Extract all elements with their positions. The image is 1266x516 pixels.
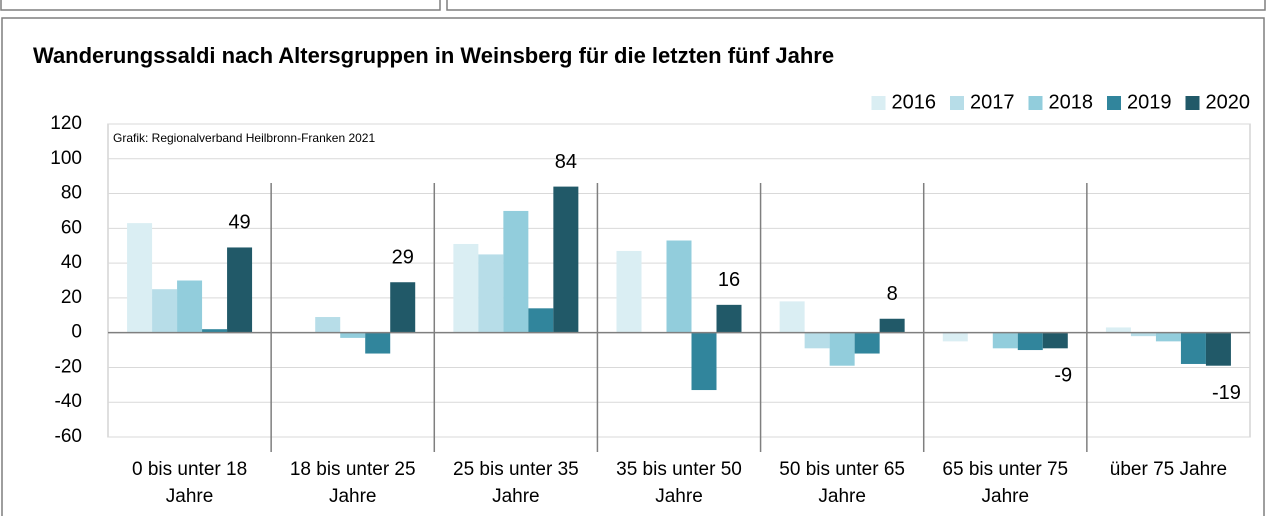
x-tick-label-line: über 75 Jahre [1110, 459, 1227, 480]
bar [127, 223, 153, 333]
data-label: 8 [887, 283, 898, 305]
legend-label: 2018 [1049, 91, 1094, 113]
bar [528, 308, 554, 333]
legend-swatch [950, 96, 964, 110]
bar [1105, 327, 1131, 333]
bar [365, 332, 391, 354]
x-tick-label: 25 bis unter 35 Jahre [453, 459, 579, 507]
bar [779, 301, 805, 333]
bar [854, 332, 880, 354]
bar [340, 332, 366, 338]
bar [1155, 332, 1181, 342]
bar [503, 210, 529, 333]
source-note: Grafik: Regionalverband Heilbronn-Franke… [113, 131, 375, 145]
data-label: -9 [1054, 365, 1072, 387]
x-tick-label-line: Jahre [492, 486, 540, 507]
legend-label: 2019 [1127, 91, 1172, 113]
data-label: -19 [1212, 382, 1241, 404]
bar [177, 280, 203, 333]
legend-label: 2016 [892, 91, 937, 113]
panel [446, 0, 1266, 11]
y-tick-label: 40 [61, 252, 82, 273]
bar [478, 254, 504, 333]
legend-swatch [1185, 96, 1200, 110]
bar [202, 329, 228, 333]
y-tick-label: 120 [50, 113, 82, 134]
x-tick-label: 50 bis unter 65 Jahre [779, 459, 905, 507]
bar [666, 240, 692, 333]
bar [1205, 332, 1231, 366]
bar [992, 332, 1018, 349]
x-tick-label: 18 bis unter 25 Jahre [290, 459, 416, 507]
y-tick-label: 100 [50, 148, 82, 169]
x-tick-label-line: 65 bis unter 75 [942, 459, 1068, 480]
bar [227, 247, 253, 333]
bar [1130, 332, 1156, 337]
y-tick-label: -40 [55, 391, 82, 412]
bar [553, 186, 579, 333]
bar [942, 332, 968, 342]
x-tick-label: 65 bis unter 75 Jahre [942, 459, 1068, 507]
bar [829, 332, 855, 366]
chart-title: Wanderungssaldi nach Altersgruppen in We… [33, 43, 834, 68]
data-label: 49 [228, 212, 250, 234]
y-tick-label: 20 [61, 287, 82, 308]
x-tick-label: 0 bis unter 18 Jahre [132, 459, 247, 507]
legend-swatch [1107, 96, 1121, 110]
x-tick-label-line: 35 bis unter 50 [616, 459, 742, 480]
data-label: 84 [555, 151, 577, 173]
y-tick-label: -60 [55, 426, 82, 447]
x-tick-label-line: 18 bis unter 25 [290, 459, 416, 480]
x-tick-label-line: 50 bis unter 65 [779, 459, 905, 480]
y-tick-label: 0 [71, 322, 82, 343]
y-tick-label: 60 [61, 217, 82, 238]
legend-swatch [871, 96, 886, 110]
data-label: 16 [718, 269, 740, 291]
bar [1042, 332, 1068, 349]
bar [453, 243, 479, 333]
bar [716, 304, 742, 333]
x-tick-label-line: Jahre [329, 486, 377, 507]
legend-swatch [1028, 96, 1043, 110]
bar [390, 282, 416, 333]
data-label: 29 [392, 247, 414, 269]
legend-label: 2017 [970, 91, 1015, 113]
x-tick-label-line: Jahre [982, 486, 1030, 507]
x-tick-label: über 75 Jahre [1110, 459, 1227, 480]
bar [804, 332, 830, 349]
x-tick-label-line: 0 bis unter 18 [132, 459, 247, 480]
x-tick-label: 35 bis unter 50 Jahre [616, 459, 742, 507]
x-tick-label-line: Jahre [166, 486, 214, 507]
bar [691, 332, 717, 391]
bar [616, 250, 642, 333]
x-tick-label-line: Jahre [818, 486, 866, 507]
bar [879, 318, 905, 333]
bar [315, 317, 341, 333]
y-tick-label: 80 [61, 183, 82, 204]
legend-label: 2020 [1206, 91, 1251, 113]
panel [0, 0, 441, 11]
bar [152, 289, 178, 333]
bar [1017, 332, 1043, 351]
x-tick-label-line: 25 bis unter 35 [453, 459, 579, 480]
x-tick-label-line: Jahre [655, 486, 703, 507]
bar [1180, 332, 1206, 364]
y-tick-label: -20 [55, 356, 82, 377]
